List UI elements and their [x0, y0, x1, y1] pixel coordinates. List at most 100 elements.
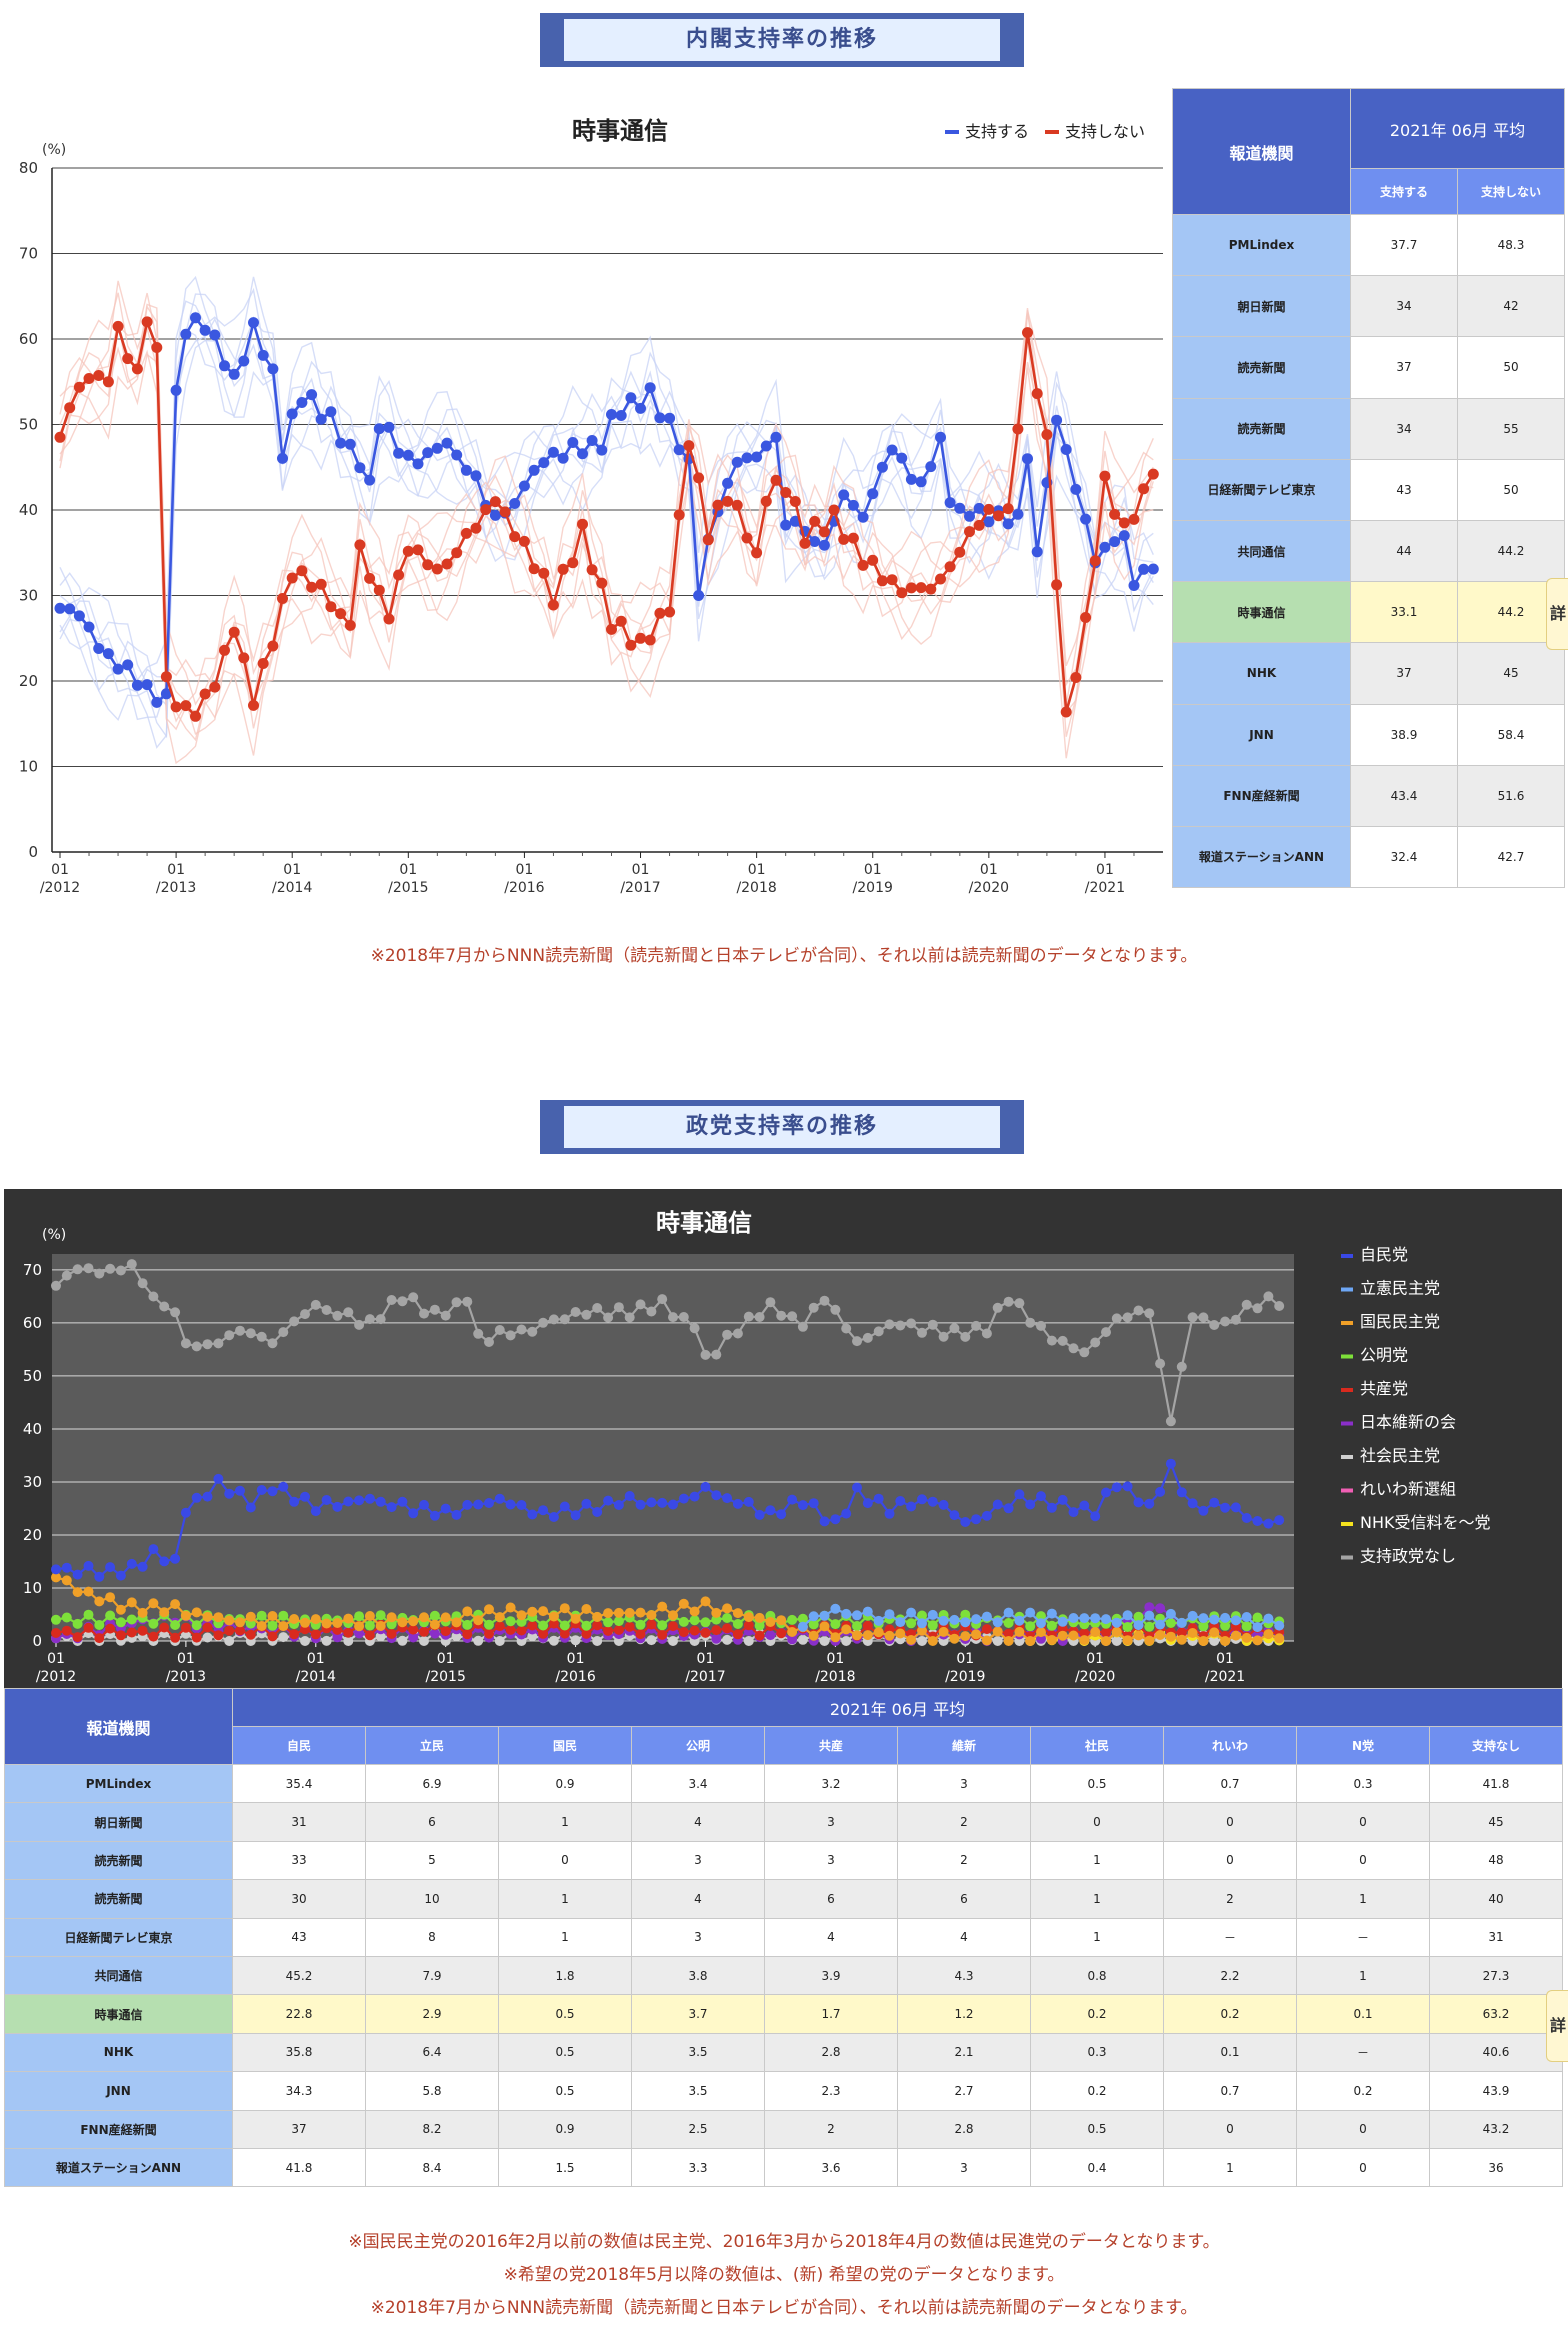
table-row: PMLindex 35.4 6.9 0.9 3.4 3.2 3 0.5 0.7 0.3 41.8 [4, 1763, 1564, 1804]
x-tick-label: 01 [1096, 862, 1114, 878]
data-point [693, 590, 705, 601]
data-point [1012, 423, 1024, 435]
data-point [1220, 1620, 1231, 1631]
data-point [354, 1621, 365, 1632]
data-point [581, 1498, 592, 1509]
data-point [1274, 1301, 1285, 1311]
data-point [51, 1628, 61, 1638]
table-row: 読売新聞 37 50 [1172, 336, 1566, 399]
data-point [61, 1575, 72, 1586]
table-org-cell: 報道ステーションANN [4, 2147, 233, 2188]
table-org-cell: 日経新聞テレビ東京 [1172, 458, 1351, 521]
data-point [429, 1619, 440, 1630]
table-value-cell: 34 [1350, 397, 1458, 460]
data-point [678, 1493, 689, 1504]
data-point [527, 1606, 538, 1617]
data-point [126, 1614, 137, 1625]
data-point [776, 1310, 787, 1321]
data-point [267, 1338, 278, 1349]
data-point [83, 621, 95, 633]
data-point [673, 509, 685, 521]
data-point [516, 1610, 527, 1621]
table-org-cell: 時事通信 [4, 1994, 233, 2034]
data-point [364, 1493, 375, 1504]
data-point [743, 1496, 754, 1507]
data-point [1036, 1627, 1046, 1638]
x-tick-label: 01 [1086, 1651, 1104, 1667]
y-tick-label: 0 [32, 1632, 42, 1650]
data-point [126, 1597, 137, 1608]
data-point [235, 1625, 245, 1636]
data-point [828, 504, 840, 516]
table-value-cell: 44 [1350, 519, 1458, 583]
data-point [603, 1617, 614, 1628]
party-note-1: ※国民民主党の2016年2月以前の数値は民主党、2016年3月から2018年4月… [348, 2232, 1220, 2252]
table-value-cell: 1 [1030, 1840, 1164, 1881]
table-col-header: れいわ [1163, 1726, 1297, 1765]
data-point [981, 1624, 992, 1635]
data-point [191, 1607, 202, 1618]
data-point [808, 1630, 819, 1641]
data-point [332, 1618, 343, 1628]
data-point [462, 1606, 473, 1617]
data-point [673, 444, 685, 456]
data-point [689, 1491, 700, 1502]
data-point [180, 328, 192, 340]
data-point [743, 1311, 754, 1322]
data-point [722, 1603, 733, 1614]
table-org-cell: 共同通信 [1172, 519, 1351, 583]
data-point [489, 509, 501, 521]
data-point [711, 1607, 722, 1618]
data-point [862, 1620, 873, 1631]
data-point [451, 547, 463, 559]
table-value-cell: 58.4 [1456, 703, 1566, 766]
table-col-header: 支持しない [1456, 168, 1566, 215]
x-tick-label: 01 [437, 1651, 455, 1667]
data-point [440, 1503, 451, 1514]
data-point [960, 1517, 971, 1527]
data-point [884, 1609, 895, 1620]
data-point [1176, 1487, 1187, 1498]
data-point [408, 1624, 419, 1635]
data-point [765, 1630, 776, 1641]
data-point [509, 498, 521, 509]
data-point [1230, 1502, 1241, 1513]
table-org-cell: 共同通信 [4, 1955, 233, 1996]
table-value-cell: 3.3 [631, 2147, 765, 2188]
data-point [927, 1620, 938, 1631]
table-row: 共同通信 45.2 7.9 1.8 3.8 3.9 4.3 0.8 2.2 1 27.3 [4, 1955, 1564, 1996]
data-point [321, 1305, 332, 1315]
data-point [668, 1636, 678, 1646]
table-row: NHK 37 45 [1172, 642, 1566, 705]
data-point [712, 499, 724, 511]
data-point [354, 1628, 365, 1639]
table-value-cell: 0.1 [1163, 2032, 1297, 2073]
table-value-cell: 0.5 [1030, 2109, 1164, 2149]
table-value-cell: 0.5 [498, 2071, 632, 2111]
data-point [862, 1498, 873, 1509]
data-point [1155, 1619, 1166, 1630]
data-point [257, 658, 269, 669]
data-point [577, 518, 588, 530]
y-tick-label: 30 [19, 587, 38, 605]
data-point [1241, 1632, 1252, 1643]
data-point [1025, 1621, 1036, 1632]
data-point [1046, 1335, 1057, 1346]
data-point [209, 681, 221, 693]
data-point [613, 1500, 624, 1510]
party-detail-tab[interactable]: 詳 [1546, 1990, 1568, 2062]
data-point [702, 534, 714, 546]
data-point [131, 363, 143, 375]
table-value-cell: 6 [897, 1879, 1031, 1919]
data-point [1187, 1628, 1198, 1638]
data-point [841, 1624, 852, 1635]
cabinet-detail-tab[interactable]: 詳 [1546, 578, 1568, 650]
data-point [462, 1629, 473, 1640]
data-point [624, 1607, 635, 1618]
data-point [235, 1617, 245, 1628]
table-value-cell: 36 [1428, 2147, 1564, 2188]
data-point [960, 1609, 971, 1620]
data-point [981, 1635, 992, 1646]
x-tick-label: 01 [697, 1651, 715, 1667]
data-point [518, 480, 530, 492]
